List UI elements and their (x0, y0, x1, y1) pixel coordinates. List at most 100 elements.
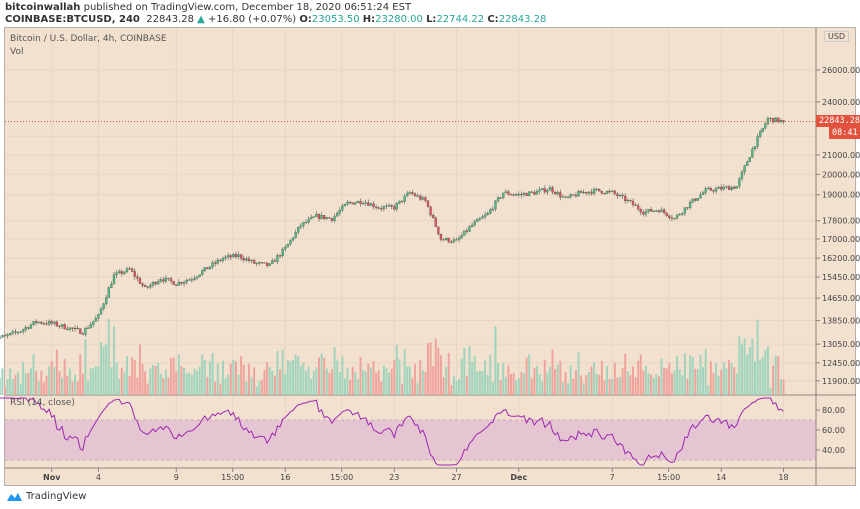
candle-body (206, 267, 209, 270)
rsi-band (5, 420, 816, 460)
candle-body (99, 308, 103, 315)
candle-body (720, 187, 723, 190)
tradingview-logo[interactable]: TradingView (5, 490, 86, 502)
volume-bar (551, 349, 554, 395)
candle-body (97, 314, 100, 319)
candle-body (32, 321, 35, 325)
candle-body (408, 192, 411, 194)
candle-body (551, 187, 554, 193)
low-value: 22744.22 (436, 14, 485, 25)
volume-bar (42, 382, 45, 395)
author[interactable]: bitcoinwallah (5, 2, 81, 13)
volume-bar (100, 342, 103, 395)
volume-bar (196, 371, 199, 395)
candle-body (579, 191, 583, 193)
time-tick-label: 18 (778, 473, 788, 482)
volume-bar (673, 370, 676, 395)
candle-body (356, 200, 360, 203)
candle-body (694, 198, 697, 201)
volume-bar (395, 345, 398, 395)
volume-bar (538, 374, 541, 395)
volume-bar (273, 375, 276, 395)
volume-bar (489, 354, 492, 395)
candle-body (276, 255, 279, 262)
volume-bar (458, 379, 461, 395)
candle-body (626, 199, 629, 202)
candle-body (11, 331, 14, 334)
candle-body (442, 239, 445, 241)
volume-bar (185, 373, 188, 395)
volume-bar (689, 355, 692, 395)
volume-bar (115, 362, 118, 395)
volume-bar (349, 379, 352, 395)
candle-body (255, 262, 258, 265)
volume-bar (367, 363, 370, 395)
candle-body (468, 226, 471, 232)
change: +16.80 (+0.07%) (208, 14, 297, 25)
volume-bar (535, 366, 538, 395)
candle-body (688, 202, 692, 208)
volume-bar (133, 359, 136, 395)
volume-bar (66, 375, 69, 395)
candle-body (761, 127, 764, 132)
candle-body (572, 194, 575, 196)
candle-body (169, 278, 173, 282)
candle-body (647, 208, 650, 212)
candle-body (644, 211, 648, 215)
volume-bar (406, 366, 409, 395)
candle-body (258, 262, 261, 264)
volume-bar (478, 371, 481, 395)
candle-body (512, 194, 515, 196)
candle-body (476, 219, 479, 222)
candle-body (55, 321, 59, 327)
volume-bar (302, 362, 305, 395)
candle-body (188, 279, 191, 281)
candle-body (271, 260, 274, 264)
candle-body (42, 323, 46, 325)
rsi-tick-label: 40.00 (822, 446, 845, 455)
volume-bar (665, 368, 668, 395)
candle-body (530, 191, 533, 193)
volume-bar (74, 374, 77, 395)
candle-body (662, 209, 666, 214)
volume-bar (512, 372, 515, 395)
volume-bar (27, 373, 30, 395)
volume-bar (528, 354, 531, 395)
candle-body (40, 321, 43, 324)
volume-bar (657, 376, 660, 395)
candle-body (380, 208, 383, 210)
candle-body (499, 197, 502, 199)
volume-bar (203, 359, 206, 395)
candle-body (403, 195, 406, 202)
candle-body (777, 117, 780, 123)
currency-button[interactable]: USD (824, 31, 850, 42)
candle-body (232, 254, 235, 258)
volume-bar (118, 378, 121, 395)
volume-bar (585, 374, 588, 395)
candle-body (660, 209, 663, 213)
candle-body (128, 268, 131, 270)
volume-bar (229, 363, 232, 395)
candle-body (312, 216, 315, 218)
candle-body (9, 332, 12, 335)
volume-bar (232, 359, 235, 395)
volume-bar (439, 355, 442, 395)
volume-bar (255, 386, 258, 395)
volume-bar (564, 371, 567, 395)
time-tick-label: 15:00 (657, 473, 680, 482)
candle-body (395, 203, 398, 210)
volume-bar (484, 360, 487, 395)
volume-bar (746, 354, 749, 395)
candle-body (84, 328, 87, 335)
low-label: L: (426, 14, 437, 25)
candle-body (162, 279, 165, 282)
volume-bar (764, 349, 767, 395)
volume-bar (338, 372, 341, 395)
candle-body (587, 191, 591, 194)
volume-bar (548, 366, 551, 395)
candle-body (175, 284, 178, 286)
chart-frame[interactable] (4, 27, 856, 486)
candle-body (751, 148, 754, 158)
candle-body (535, 191, 539, 195)
